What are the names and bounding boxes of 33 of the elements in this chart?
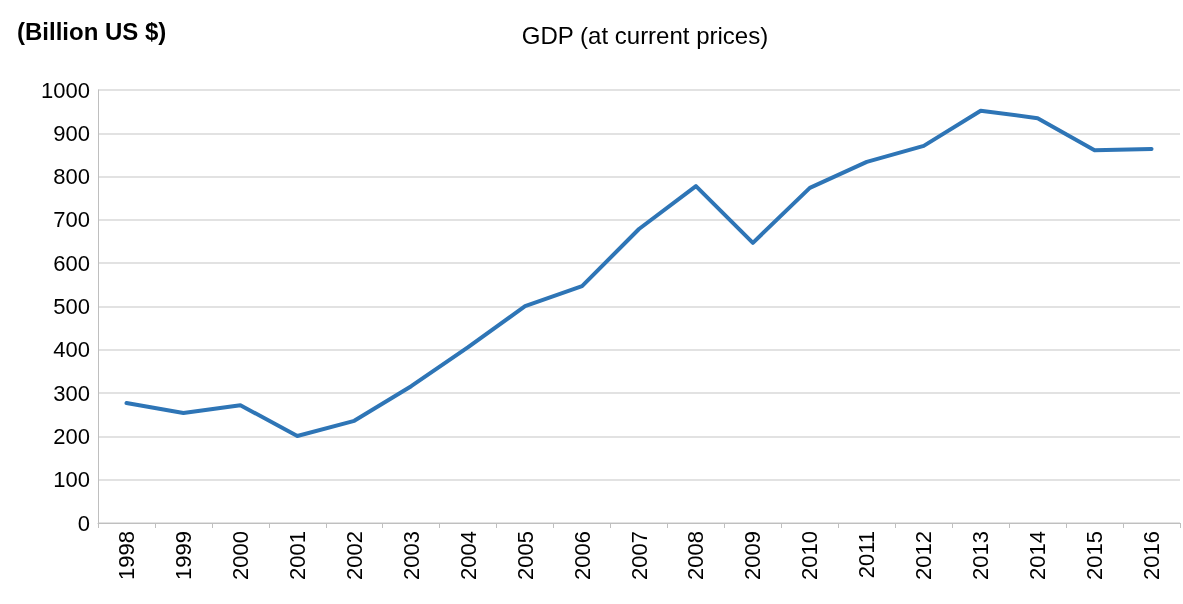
x-tick-label: 1998 bbox=[113, 531, 139, 580]
x-tick-label: 2008 bbox=[683, 531, 709, 580]
x-tick-label: 2013 bbox=[968, 531, 994, 580]
x-tick-label: 2002 bbox=[341, 531, 367, 580]
y-tick-label: 100 bbox=[53, 467, 90, 493]
y-tick-label: 900 bbox=[53, 120, 90, 146]
x-tick-label: 2003 bbox=[398, 531, 424, 580]
y-tick-label: 600 bbox=[53, 250, 90, 276]
x-tick-label: 2006 bbox=[569, 531, 595, 580]
x-tick-label: 2004 bbox=[455, 531, 481, 580]
line-series bbox=[124, 108, 1154, 438]
y-axis-title: (Billion US $) bbox=[17, 17, 167, 45]
y-tick-label: 700 bbox=[53, 207, 90, 233]
x-tick-label: 2016 bbox=[1139, 531, 1165, 580]
x-tick-label: 2011 bbox=[854, 531, 880, 579]
y-tick-label: 800 bbox=[53, 164, 90, 190]
y-tick-label: 200 bbox=[53, 423, 90, 449]
x-tick-label: 2007 bbox=[626, 531, 652, 580]
y-tick-label: 0 bbox=[77, 510, 90, 536]
x-tick-label: 2012 bbox=[911, 531, 937, 580]
y-tick-label: 400 bbox=[53, 337, 90, 363]
x-tick-label: 1999 bbox=[170, 531, 196, 580]
x-tick-label: 2001 bbox=[284, 531, 310, 580]
y-tick-label: 500 bbox=[53, 294, 90, 319]
x-tick-label: 2010 bbox=[797, 531, 823, 580]
x-tick-label: 2000 bbox=[227, 531, 253, 580]
x-tick-label: 2005 bbox=[512, 531, 538, 580]
y-tick-label: 1000 bbox=[41, 77, 90, 103]
y-tick-label: 300 bbox=[53, 380, 90, 406]
x-tick-label: 2015 bbox=[1082, 531, 1108, 580]
x-tick-label: 2014 bbox=[1025, 531, 1051, 580]
chart-title: GDP (at current prices) bbox=[521, 21, 769, 49]
x-tick-label: 2009 bbox=[740, 531, 766, 580]
